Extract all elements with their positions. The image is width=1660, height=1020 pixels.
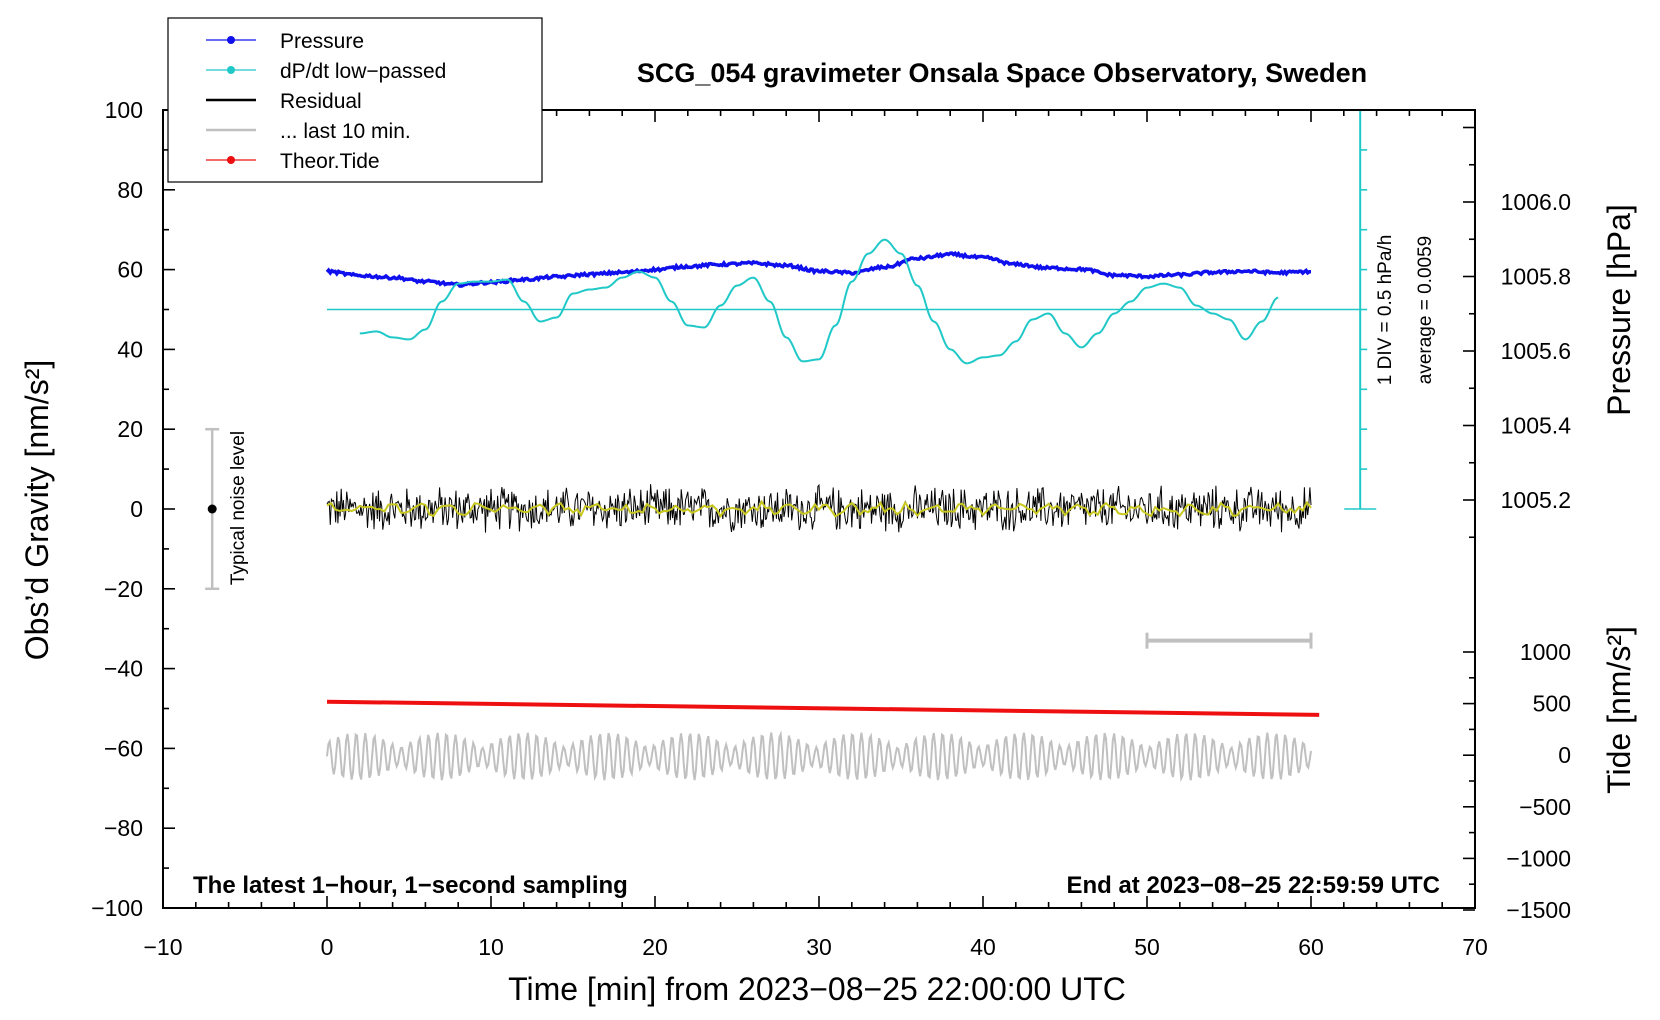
average-label: average = 0.0059 <box>1415 236 1436 384</box>
x-tick-label: 30 <box>806 934 832 960</box>
chart-title: SCG_054 gravimeter Onsala Space Observat… <box>637 58 1367 88</box>
x-tick-label: 70 <box>1462 934 1488 960</box>
last-10-min-line <box>326 730 1312 783</box>
y-left-tick-labels: 100 80 60 40 20 0 −20 −40 −60 −80 −100 <box>91 97 143 921</box>
pressure-axis-title: Pressure [hPa] <box>1601 204 1637 416</box>
y-left-tick-label: −40 <box>104 656 143 682</box>
x-tick-label: 50 <box>1134 934 1160 960</box>
tide-tick-label: −1000 <box>1506 845 1571 871</box>
y-left-tick-label: 20 <box>117 416 143 442</box>
y-left-tick-label: 100 <box>105 97 143 123</box>
legend-symbols <box>206 36 256 164</box>
y-left-tick-label: −100 <box>91 895 143 921</box>
legend-marker <box>227 156 235 164</box>
tide-tick-label: −500 <box>1519 794 1571 820</box>
tide-tick-label: 0 <box>1558 742 1571 768</box>
pressure-tick-label: 1005.8 <box>1501 264 1571 290</box>
tide-axis-title: Tide [nm/s²] <box>1601 626 1637 794</box>
noise-level-dot <box>207 504 217 514</box>
legend-label-tide: Theor.Tide <box>280 150 380 173</box>
x-tick-label: 40 <box>970 934 996 960</box>
y-left-tick-label: −80 <box>104 815 143 841</box>
pressure-tick-labels: 1006.0 1005.8 1005.6 1005.4 1005.2 <box>1501 189 1572 513</box>
x-tick-label: 60 <box>1298 934 1324 960</box>
legend: Pressure dP/dt low−passed Residual ... l… <box>167 17 543 183</box>
footer-right-note: End at 2023−08−25 22:59:59 UTC <box>1066 872 1440 899</box>
legend-label-pressure: Pressure <box>280 30 364 53</box>
y-left-tick-label: 40 <box>117 336 143 362</box>
dpdt-line <box>359 238 1279 365</box>
legend-label-last10: ... last 10 min. <box>280 120 411 143</box>
theor-tide-line <box>326 699 1320 717</box>
tick-marks <box>162 109 1476 911</box>
y-left-tick-label: 80 <box>117 177 143 203</box>
footer-left-note: The latest 1−hour, 1−second sampling <box>193 872 628 899</box>
tide-tick-label: 1000 <box>1520 639 1571 665</box>
legend-marker <box>227 66 235 74</box>
series-layer <box>205 238 1361 783</box>
x-tick-label: 10 <box>478 934 504 960</box>
x-tick-label: 20 <box>642 934 668 960</box>
pressure-tick-label: 1005.6 <box>1501 338 1571 364</box>
legend-label-dpdt: dP/dt low−passed <box>280 60 446 83</box>
pressure-tick-label: 1005.4 <box>1501 413 1572 439</box>
legend-label-residual: Residual <box>280 90 362 113</box>
tide-tick-label: −1500 <box>1506 897 1571 923</box>
noise-level-label: Typical noise level <box>228 431 249 585</box>
pressure-tick-label: 1006.0 <box>1501 189 1571 215</box>
y-left-tick-label: 0 <box>130 496 143 522</box>
y-left-axis-title: Obs’d Gravity [nm/s²] <box>19 360 55 661</box>
y-left-tick-label: 60 <box>117 257 143 283</box>
x-axis-title: Time [min] from 2023−08−25 22:00:00 UTC <box>508 971 1126 1007</box>
residual-smoothed-line <box>326 499 1312 518</box>
x-tick-label: −10 <box>143 934 182 960</box>
residual-line <box>326 483 1312 533</box>
div-scale-label: 1 DIV = 0.5 hPa/h <box>1375 235 1396 386</box>
pressure-tick-label: 1005.2 <box>1501 487 1571 513</box>
y-left-tick-label: −60 <box>104 735 143 761</box>
legend-marker <box>227 36 235 44</box>
tide-tick-labels: 1000 500 0 −500 −1000 −1500 <box>1506 639 1571 923</box>
x-tick-labels: −10 0 10 20 30 40 50 60 70 <box>143 934 1487 960</box>
tide-tick-label: 500 <box>1533 691 1571 717</box>
x-tick-label: 0 <box>321 934 334 960</box>
y-left-tick-label: −20 <box>104 576 143 602</box>
